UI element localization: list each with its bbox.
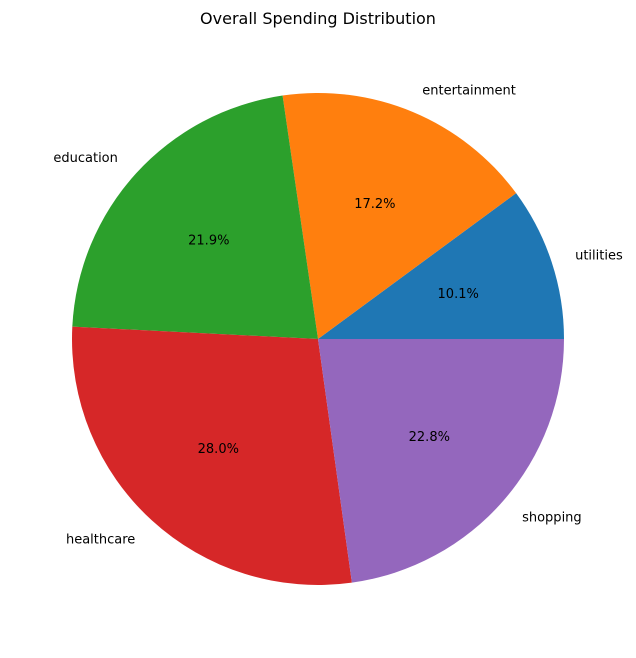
- pie-slice-healthcare: [71, 326, 352, 585]
- chart-title: Overall Spending Distribution: [200, 9, 436, 28]
- slice-label-utilities: utilities: [575, 249, 623, 264]
- slice-label-entertainment: entertainment: [422, 83, 516, 98]
- percent-label-utilities: 10.1%: [438, 287, 479, 302]
- pie-slices: [71, 92, 564, 585]
- pie-slice-entertainment: [282, 92, 517, 339]
- percent-label-entertainment: 17.2%: [354, 197, 395, 212]
- slice-label-shopping: shopping: [522, 511, 582, 526]
- slice-label-healthcare: healthcare: [66, 533, 135, 548]
- percent-label-education: 21.9%: [188, 234, 229, 249]
- pie-labels: utilities 10.1% entertainment 17.2% educatio…: [53, 83, 623, 547]
- pie-slice-education: [72, 95, 318, 339]
- slice-label-education: education: [53, 151, 118, 166]
- pie-slice-utilities: [318, 193, 564, 339]
- percent-label-shopping: 22.8%: [409, 430, 450, 445]
- percent-label-healthcare: 28.0%: [198, 442, 239, 457]
- pie-slice-shopping: [318, 339, 564, 583]
